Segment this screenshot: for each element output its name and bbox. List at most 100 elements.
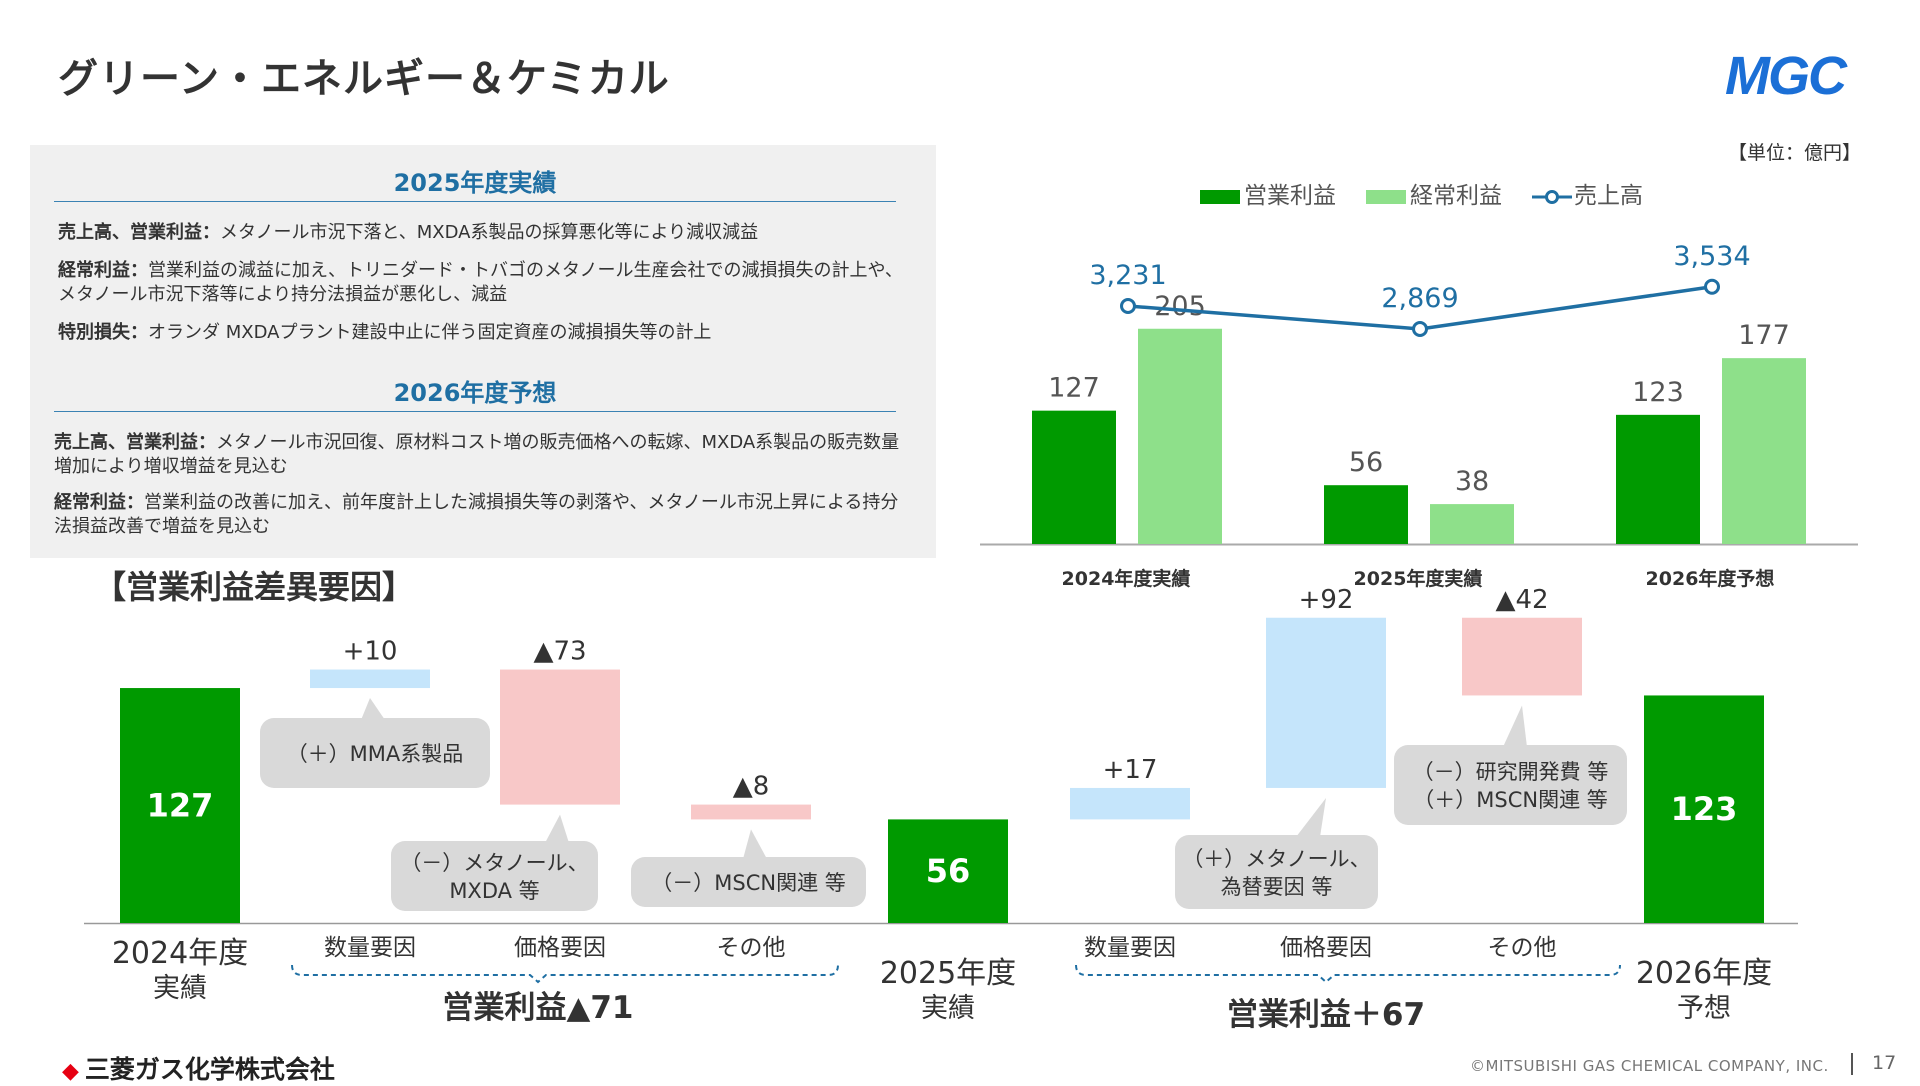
callout-box bbox=[391, 841, 598, 911]
group-brace bbox=[1075, 964, 1621, 984]
forecast-item-label: 売上高、営業利益： bbox=[54, 432, 216, 453]
sales-value-label: 2,869 bbox=[1381, 283, 1458, 314]
page-title: グリーン・エネルギー＆ケミカル bbox=[58, 56, 670, 102]
callout-text: （＋）MMA系製品 bbox=[287, 742, 464, 766]
callout-text: 為替要因 等 bbox=[1221, 875, 1333, 899]
total-category-label: 実績 bbox=[921, 993, 975, 1024]
copyright: ©MITSUBISHI GAS CHEMICAL COMPANY, INC. bbox=[1470, 1057, 1829, 1075]
delta-value-label: +17 bbox=[1103, 755, 1158, 785]
sales-value-label: 3,534 bbox=[1673, 241, 1750, 272]
group-brace bbox=[291, 964, 839, 984]
legend-swatch bbox=[1366, 189, 1406, 204]
actual-item-text: オランダ MXDAプラント建設中止に伴う固定資産の減損損失等の計上 bbox=[148, 322, 712, 343]
callout-text: （－）MSCN関連 等 bbox=[651, 871, 846, 895]
delta-category-label: 数量要因 bbox=[1084, 935, 1176, 961]
page-number: 17 bbox=[1872, 1052, 1897, 1074]
callout-pointer bbox=[1296, 797, 1326, 837]
forecast-item: 経常利益：営業利益の改善に加え、前年度計上した減損損失等の剥落や、メタノール市況… bbox=[54, 491, 904, 539]
operating-profit-bar bbox=[1324, 485, 1408, 544]
actual-item-label: 売上高、営業利益： bbox=[58, 222, 220, 243]
ordinary-profit-bar bbox=[1430, 504, 1514, 544]
callout-pointer bbox=[1503, 705, 1527, 747]
delta-category-label: その他 bbox=[1488, 935, 1557, 961]
bridge-chart-title: 【営業利益差異要因】 bbox=[94, 568, 415, 606]
total-category-label: 2024年度 bbox=[112, 936, 248, 971]
total-value-label: 127 bbox=[147, 787, 214, 825]
actual-item: 経常利益：営業利益の減益に加え、トリニダード・トバゴのメタノール生産会社での減損… bbox=[58, 259, 908, 307]
actual-item-label: 特別損失： bbox=[58, 322, 148, 343]
callout-pointer bbox=[743, 829, 767, 859]
group-label: 営業利益＋67 bbox=[1227, 997, 1425, 1033]
company-logo: MGC bbox=[1725, 46, 1850, 106]
group-label: 営業利益▲71 bbox=[443, 990, 634, 1026]
callout-pointer bbox=[361, 698, 385, 720]
total-value-label: 56 bbox=[926, 852, 971, 890]
actual-item-label: 経常利益： bbox=[58, 260, 148, 281]
delta-value-label: +10 bbox=[343, 637, 398, 667]
category-label: 2025年度実績 bbox=[1354, 567, 1483, 590]
total-bar bbox=[1644, 695, 1764, 923]
ordinary-profit-bar bbox=[1138, 328, 1222, 544]
increase-bar bbox=[1266, 617, 1386, 788]
sales-point bbox=[1412, 320, 1428, 337]
delta-category-label: 数量要因 bbox=[324, 935, 416, 961]
decrease-bar bbox=[691, 804, 811, 820]
total-category-label: 2025年度 bbox=[880, 956, 1016, 991]
category-label: 2026年度予想 bbox=[1646, 567, 1775, 590]
actual-item-text: メタノール市況下落と、MXDA系製品の採算悪化等により減収減益 bbox=[220, 222, 759, 243]
forecast-item-text: 営業利益の改善に加え、前年度計上した減損損失等の剥落や、メタノール市況上昇による… bbox=[54, 492, 899, 537]
total-category-label: 実績 bbox=[153, 973, 207, 1004]
total-category-label: 予想 bbox=[1677, 993, 1731, 1024]
delta-value-label: ▲42 bbox=[1495, 585, 1548, 615]
page-separator bbox=[1851, 1053, 1853, 1075]
increase-bar bbox=[1070, 787, 1190, 820]
total-bar bbox=[888, 819, 1008, 923]
total-value-label: 123 bbox=[1671, 790, 1738, 828]
sales-value-label: 3,231 bbox=[1089, 260, 1166, 291]
legend-swatch bbox=[1200, 189, 1240, 204]
callout-text: （－）研究開発費 等 bbox=[1413, 760, 1609, 784]
delta-value-label: ▲73 bbox=[533, 637, 586, 667]
company-name: 三菱ガス化学株式会社 bbox=[84, 1055, 335, 1084]
bar-value-label: 205 bbox=[1154, 291, 1206, 322]
increase-bar bbox=[310, 669, 430, 689]
bar-value-label: 123 bbox=[1632, 377, 1684, 408]
callout-text: MXDA 等 bbox=[449, 879, 539, 903]
callout-box bbox=[1394, 745, 1627, 825]
callout-box bbox=[1175, 835, 1378, 909]
legend-label: 経常利益 bbox=[1410, 183, 1502, 209]
sales-point bbox=[1120, 298, 1136, 314]
forecast-item-label: 経常利益： bbox=[54, 492, 144, 513]
company-footer-logo: ◆ 三菱ガス化学株式会社 bbox=[62, 1050, 335, 1086]
operating-profit-bar bbox=[1032, 410, 1116, 544]
legend-item-sales: 売上高 bbox=[1532, 176, 1643, 210]
bar-value-label: 38 bbox=[1455, 466, 1489, 497]
legend-label: 営業利益 bbox=[1244, 183, 1336, 209]
callout-text: （＋）MSCN関連 等 bbox=[1413, 788, 1608, 812]
legend-line-icon bbox=[1532, 189, 1572, 204]
actual-item-text: 営業利益の減益に加え、トリニダード・トバゴのメタノール生産会社での減損損失の計上… bbox=[58, 260, 903, 305]
summary-panel: 2025年度実績 売上高、営業利益：メタノール市況下落と、MXDA系製品の採算悪… bbox=[30, 145, 936, 558]
decrease-bar bbox=[500, 669, 620, 805]
callout-pointer bbox=[545, 814, 569, 843]
unit-note: 【単位：億円】 bbox=[1728, 142, 1862, 164]
forecast-section-title: 2026年度予想 bbox=[54, 373, 896, 412]
callout-text: （＋）メタノール、 bbox=[1182, 847, 1370, 871]
decrease-bar bbox=[1462, 617, 1582, 696]
forecast-item-text: メタノール市況回復、原材料コスト増の販売価格への転嫁、MXDA系製品の販売数量増… bbox=[54, 432, 900, 477]
legend-item-operating: 営業利益 bbox=[1200, 176, 1336, 210]
forecast-item: 売上高、営業利益：メタノール市況回復、原材料コスト増の販売価格への転嫁、MXDA… bbox=[54, 431, 904, 479]
delta-value-label: ▲8 bbox=[733, 772, 770, 802]
logo-text: MGC bbox=[1725, 46, 1848, 106]
sales-point bbox=[1704, 278, 1720, 295]
actual-item: 特別損失：オランダ MXDAプラント建設中止に伴う固定資産の減損損失等の計上 bbox=[58, 321, 908, 345]
delta-category-label: 価格要因 bbox=[514, 935, 606, 961]
bar-value-label: 177 bbox=[1738, 320, 1790, 351]
operating-profit-bar bbox=[1616, 414, 1700, 544]
delta-category-label: 価格要因 bbox=[1280, 935, 1372, 961]
legend-item-ordinary: 経常利益 bbox=[1366, 176, 1502, 210]
legend-label: 売上高 bbox=[1574, 183, 1643, 209]
callout-box bbox=[631, 857, 866, 907]
